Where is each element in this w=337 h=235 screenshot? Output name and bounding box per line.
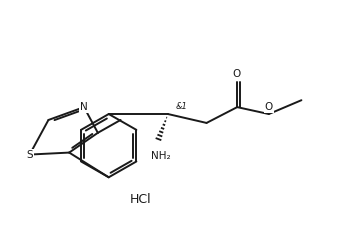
Text: NH₂: NH₂ [151, 151, 171, 161]
Text: O: O [232, 70, 240, 79]
Text: &1: &1 [176, 102, 188, 111]
Text: N: N [80, 102, 88, 112]
Text: S: S [26, 149, 33, 160]
Text: HCl: HCl [129, 192, 151, 206]
Text: O: O [265, 102, 273, 112]
